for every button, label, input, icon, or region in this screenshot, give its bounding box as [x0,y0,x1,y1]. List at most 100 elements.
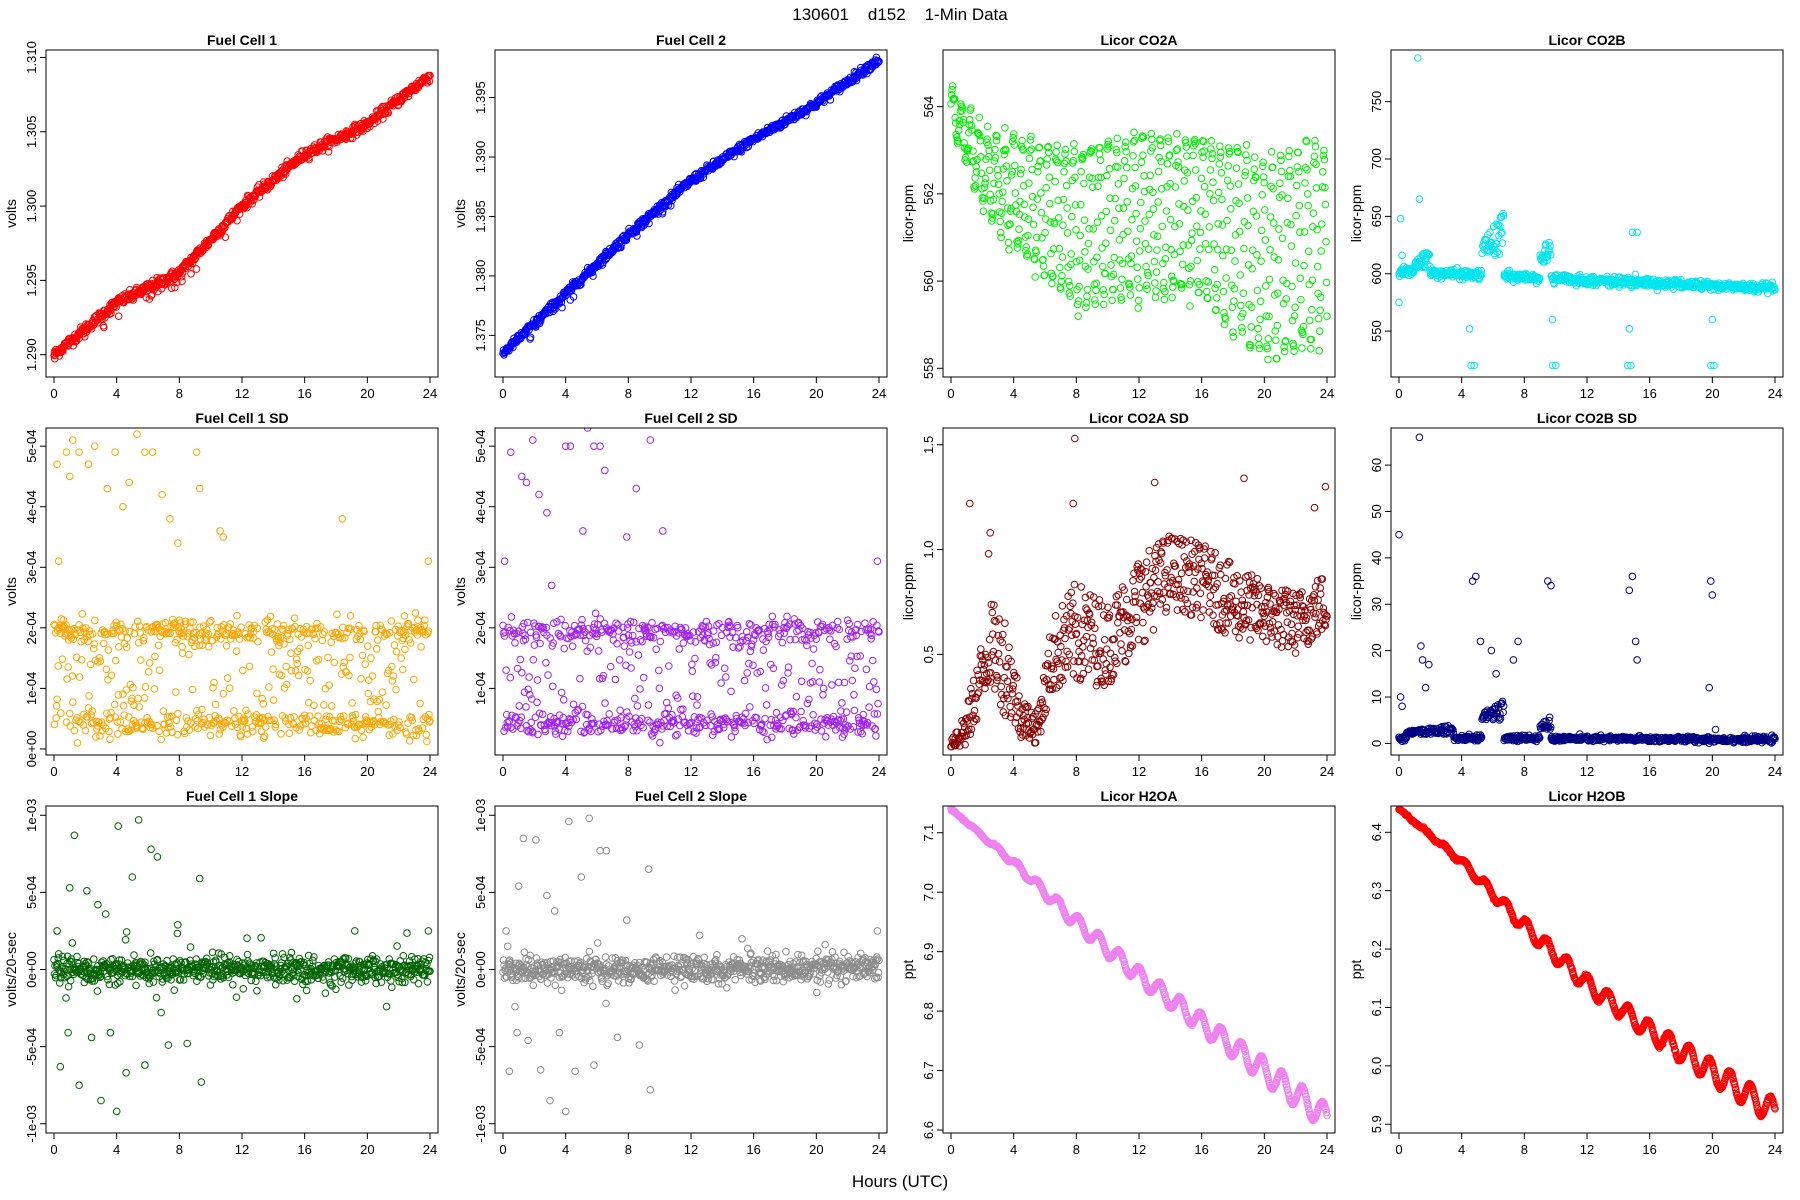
data-point [1633,228,1641,237]
data-point [1156,141,1165,150]
data-point [130,701,138,710]
data-point [117,633,126,641]
data-point [1477,266,1485,275]
data-point [88,707,96,715]
data-point [1308,305,1316,314]
data-point [1131,163,1139,172]
data-point [845,619,854,628]
data-point [1314,314,1323,323]
data-point [627,639,636,647]
data-point [100,627,109,636]
data-point [593,630,601,638]
data-point [583,711,592,719]
data-point [853,620,862,629]
data-point [1415,195,1424,203]
data-point [345,624,354,633]
data-point [1114,180,1123,188]
data-point [279,621,288,630]
data-point [588,715,596,723]
data-point [1087,618,1096,627]
data-point [764,633,773,642]
data-point [644,701,653,709]
data-point [1278,191,1286,199]
data-point [617,714,626,722]
panel-3-frame [1390,49,1784,378]
data-point [149,724,157,733]
data-point [519,636,528,645]
data-point [590,442,598,451]
data-point [1001,124,1009,132]
data-point [1113,134,1122,143]
data-point [691,638,700,646]
data-point [1493,240,1501,248]
data-point [1084,265,1092,273]
data-point [374,707,383,716]
data-point [239,666,247,675]
data-point [1148,604,1156,612]
y-tick-label: 1.295 [24,264,39,297]
data-point [1173,145,1182,153]
data-point [590,620,599,628]
data-point [1129,138,1138,146]
data-point [1077,167,1085,176]
data-point [275,641,283,650]
data-point [527,718,536,727]
x-tick-label: 12 [684,386,698,401]
data-point [977,169,986,177]
data-point [1261,206,1269,214]
data-point [986,678,995,686]
data-point [1223,216,1231,225]
data-point [665,662,673,670]
data-point [547,581,556,590]
data-point [1174,163,1183,171]
data-point [232,647,241,656]
data-point [511,639,519,647]
data-point [826,635,834,644]
data-point [749,636,758,644]
data-point [100,314,109,322]
data-point [1079,669,1088,678]
data-point [525,690,534,699]
data-point [1096,143,1104,152]
data-point [119,502,127,511]
data-point [756,667,765,676]
data-point [1287,220,1295,229]
data-point [763,735,771,744]
data-point [194,710,203,719]
data-point [1028,192,1037,201]
data-point [158,490,166,499]
data-point [649,633,658,642]
data-point [712,638,721,647]
data-point [173,730,182,739]
data-point [1042,675,1051,684]
data-point [1276,179,1284,187]
data-point [416,699,424,708]
data-point [1307,335,1316,344]
data-point [254,637,262,646]
data-point [1122,163,1131,172]
data-point [717,679,725,687]
data-point [1100,681,1108,690]
data-point [712,654,720,662]
data-point [1035,704,1043,713]
data-point [157,735,165,744]
data-point [777,725,786,733]
data-point [1013,673,1021,682]
data-point [1020,200,1028,209]
y-tick-label: 1.380 [473,260,488,293]
x-tick-label: 0 [50,764,57,779]
data-point [752,714,761,722]
data-point [581,636,590,645]
data-point [1174,158,1182,166]
data-point [1243,156,1251,165]
data-point [79,624,87,633]
data-point [1243,194,1252,202]
data-point [965,697,974,706]
data-point [112,618,120,627]
data-point [557,688,566,697]
data-point [499,621,507,630]
data-point [145,295,154,303]
data-point [1079,154,1087,162]
data-point [1094,662,1102,670]
